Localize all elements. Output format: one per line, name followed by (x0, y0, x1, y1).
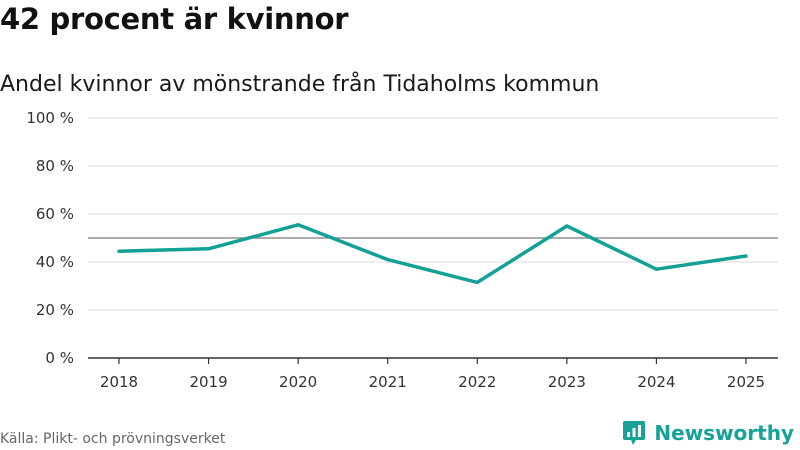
chart-title: 42 procent är kvinnor (0, 2, 349, 36)
brand-logo: Newsworthy (622, 420, 794, 446)
chart-subtitle: Andel kvinnor av mönstrande från Tidahol… (0, 72, 600, 97)
data-point (296, 223, 300, 227)
x-tick-label: 2021 (369, 373, 407, 391)
newsworthy-logo-icon (623, 421, 646, 445)
x-tick-label: 2025 (727, 373, 765, 391)
x-tick-label: 2019 (189, 373, 227, 391)
data-point (654, 267, 658, 271)
brand-name: Newsworthy (654, 421, 794, 445)
y-tick-label: 40 % (36, 253, 74, 271)
data-point (744, 254, 748, 258)
y-tick-label: 100 % (26, 109, 74, 127)
x-tick-label: 2018 (100, 373, 138, 391)
data-point (386, 258, 390, 262)
data-point (117, 249, 121, 253)
x-tick-label: 2024 (637, 373, 675, 391)
y-tick-label: 0 % (45, 349, 74, 367)
y-tick-label: 60 % (36, 205, 74, 223)
x-tick-label: 2020 (279, 373, 317, 391)
line-chart: 0 % 20 % 40 % 60 % 80 % 100 % 2018 2019 2020 2021… (26, 109, 778, 391)
y-tick-label: 20 % (36, 301, 74, 319)
y-tick-label: 80 % (36, 157, 74, 175)
data-point (565, 224, 569, 228)
x-tick-label: 2022 (458, 373, 496, 391)
data-point (207, 247, 211, 251)
x-tick-label: 2023 (548, 373, 586, 391)
source-note: Källa: Plikt- och prövningsverket (0, 431, 226, 447)
series-line (117, 223, 748, 285)
data-point (475, 280, 479, 284)
